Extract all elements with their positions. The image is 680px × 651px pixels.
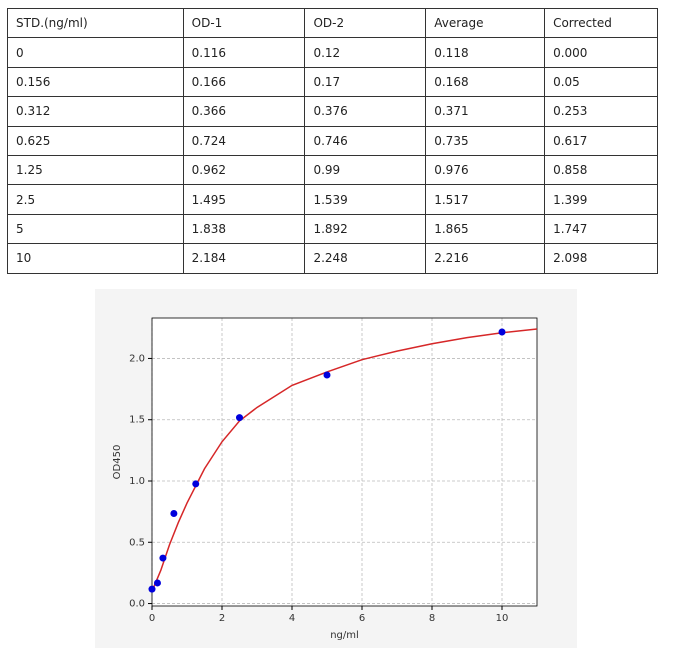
x-tick-label: 4 (289, 613, 295, 624)
table-cell: 5 (7, 213, 184, 245)
x-tick-label: 2 (219, 613, 225, 624)
y-tick-label: 2.0 (129, 353, 145, 364)
table-cell: 2.098 (544, 243, 658, 274)
x-tick-label: 10 (496, 613, 509, 624)
data-point (170, 509, 178, 517)
data-point (192, 480, 200, 488)
table-cell: 0.99 (304, 154, 427, 186)
chart: 0 2 4 6 8 10 0.0 0.5 1.0 1.5 2.0 ng/ml OD450 (95, 289, 577, 648)
table-cell: 0.118 (425, 37, 546, 68)
table-cell: 0.617 (544, 125, 658, 156)
table-cell: OD-2 (304, 7, 427, 39)
table-cell: 1.865 (425, 213, 546, 245)
table-cell: 1.892 (304, 213, 427, 245)
table-cell: 0.312 (7, 96, 184, 127)
table-cell: 1.539 (304, 184, 427, 215)
y-tick-label: 1.5 (129, 415, 145, 426)
table-cell: 0.168 (425, 66, 546, 98)
table-cell: 0.366 (182, 96, 306, 127)
y-tick-label: 0.0 (129, 599, 145, 610)
y-tick-label: 0.5 (129, 537, 145, 548)
x-tick-label: 8 (429, 613, 435, 624)
table-cell: 0.735 (425, 125, 546, 156)
table-cell: 0 (7, 37, 184, 68)
table-cell: 0.156 (7, 66, 184, 98)
x-axis-label: ng/ml (330, 630, 359, 641)
table-cell: 2.184 (182, 243, 306, 274)
table-cell: 0.05 (544, 66, 658, 98)
plot-frame (151, 317, 538, 607)
data-point (236, 414, 243, 422)
header-row: STD.(ng/ml) OD-1 OD-2 Average Corrected (7, 7, 658, 39)
data-point (323, 371, 331, 379)
data-point (159, 554, 167, 562)
table-row: 0 0.116 0.12 0.118 0.000 (7, 37, 658, 68)
table-cell: 0.371 (425, 96, 546, 127)
table-cell: Average (425, 7, 546, 39)
x-tick-label: 6 (359, 613, 365, 624)
table-cell: 0.17 (304, 66, 427, 98)
table-row: 5 1.838 1.892 1.865 1.747 (7, 213, 658, 245)
table-cell: 0.962 (182, 154, 306, 186)
table-cell: 1.517 (425, 184, 546, 215)
table-cell: 0.253 (544, 96, 658, 127)
table-row: 1.25 0.962 0.99 0.976 0.858 (7, 154, 658, 186)
x-tick-label: 0 (149, 613, 155, 624)
data-point (148, 585, 156, 593)
table-cell: 0.625 (7, 125, 184, 156)
table-cell: 0.724 (182, 125, 306, 156)
table-cell: 0.746 (304, 125, 427, 156)
y-axis-label: OD450 (112, 445, 123, 480)
table-row: 0.625 0.724 0.746 0.735 0.617 (7, 125, 658, 156)
table-cell: 0.000 (544, 37, 658, 68)
table-row: 2.5 1.495 1.539 1.517 1.399 (7, 184, 658, 215)
table-cell: 0.116 (182, 37, 306, 68)
table-cell: 0.12 (304, 37, 427, 68)
table-cell: 0.858 (544, 154, 658, 186)
data-point (498, 328, 506, 336)
table-cell: 1.399 (544, 184, 658, 215)
table-cell: 2.248 (304, 243, 427, 274)
table-cell: 0.166 (182, 66, 306, 98)
table-cell: STD.(ng/ml) (7, 7, 184, 39)
table-cell: 10 (7, 243, 184, 274)
table-cell: 2.216 (425, 243, 546, 274)
table-cell: 1.495 (182, 184, 306, 215)
table-cell: OD-1 (182, 7, 306, 39)
table-cell: 1.25 (7, 154, 184, 186)
table-cell: 2.5 (7, 184, 184, 215)
table-row: 10 2.184 2.248 2.216 2.098 (7, 243, 658, 274)
table-row: 0.156 0.166 0.17 0.168 0.05 (7, 66, 658, 98)
data-point (153, 579, 161, 587)
table-row: 0.312 0.366 0.376 0.371 0.253 (7, 96, 658, 127)
y-tick-label: 1.0 (129, 476, 145, 487)
fit-curve (151, 328, 538, 592)
table-cell: 0.976 (425, 154, 546, 186)
table-cell: 0.376 (304, 96, 427, 127)
data-table: STD.(ng/ml) OD-1 OD-2 Average Corrected 0 0.11… (7, 7, 658, 274)
table-cell: 1.747 (544, 213, 658, 245)
table-cell: 1.838 (182, 213, 306, 245)
table-cell: Corrected (544, 7, 658, 39)
